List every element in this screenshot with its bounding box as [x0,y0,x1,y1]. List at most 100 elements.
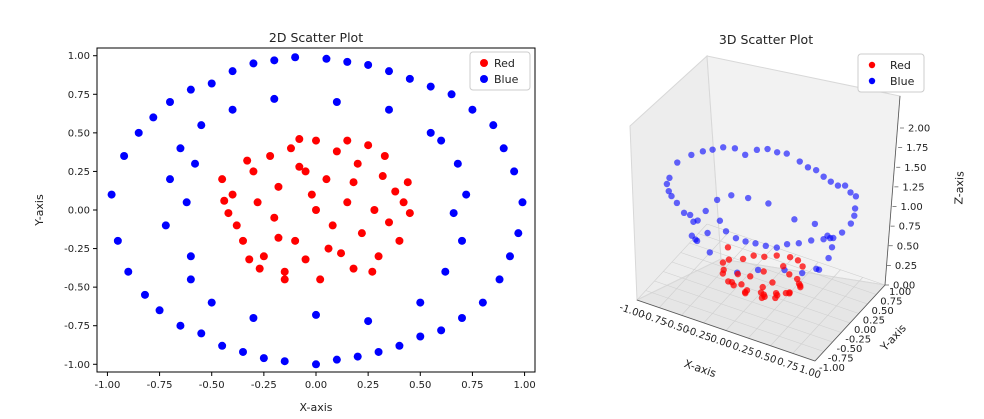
chart-3d-point-blue-54 [754,266,762,274]
chart-2d-point-red-42 [280,275,289,284]
chart-3d-point-blue-31 [847,220,855,227]
chart-3d-point-blue-21 [742,238,749,245]
chart-2d-ytick-label-0: -1.00 [64,360,90,371]
chart-2d-point-blue-57 [385,105,393,114]
chart-2d-point-blue-54 [312,310,320,319]
chart-3d-point-blue-66 [693,237,701,245]
chart-2d-point-blue-18 [270,56,279,65]
chart-2d-point-blue-44 [518,198,527,207]
chart-3d-point-blue-27 [808,237,815,244]
chart-2d-point-blue-50 [207,298,216,307]
chart-3d-point-red-8 [738,281,745,288]
chart-3d-grid-y-8 [706,223,886,286]
chart-3d-y-ticks: -1.00-0.75-0.50-0.250.000.250.500.751.00 [819,287,911,374]
chart-3d-point-red-9 [747,273,754,280]
chart-3d-point-red-3 [719,270,727,277]
chart-2d-point-red-47 [368,267,377,276]
chart-3d-point-blue-23 [762,242,769,250]
chart-2d-point-blue-26 [364,60,373,69]
chart-3d-grid-y-6 [689,242,868,305]
chart-3d-point-blue-14 [753,146,761,154]
chart-3d-ytick-label-1: -0.75 [828,354,854,365]
chart-2d-y-ticks: -1.00 -0.75 -0.50 -0.25 0.00 0.25 0.50 0.75 1.00 [64,51,97,371]
chart-2d-point-blue-56 [364,317,373,326]
chart-2d-point-red-46 [274,233,283,242]
chart-2d-point-blue-11 [197,329,206,338]
chart-2d-point-red-35 [224,209,233,218]
chart-2d-point-red-34 [405,209,414,218]
chart-2d-point-blue-49 [197,121,206,130]
chart-3d-point-blue-12 [742,151,749,159]
chart-3d-point-blue-45 [713,196,721,204]
chart-3d-point-blue-5 [665,187,672,195]
chart-2d-point-red-8 [270,213,279,222]
chart-3d-ytick-label-7: 0.75 [880,297,902,308]
chart-2d-point-blue-55 [332,98,341,106]
chart-2d-point-blue-17 [259,354,268,363]
chart-3d-ztick-label-8: 2.00 [908,124,930,135]
chart-3d-point-red-1 [725,256,733,263]
chart-3d-legend-label-red: Red [890,59,911,72]
chart-2d-point-blue-23 [332,355,341,364]
chart-2d-point-red-7 [266,152,275,160]
chart-2d-ytick-label-7: 0.75 [68,90,90,101]
chart-3d-point-blue-24 [773,244,780,251]
chart-2d-point-blue-2 [120,152,129,160]
chart-3d-point-blue-43 [702,207,709,215]
chart-3d-ytick-label-5: 0.25 [863,316,885,327]
chart-2d-point-red-14 [301,255,310,264]
chart-2d-point-red-23 [349,264,358,273]
chart-3d-xtick-label-6: 0.50 [753,349,778,367]
chart-3d-point-blue-3 [663,180,671,188]
chart-3d-x-axis-line [636,299,816,362]
chart-2d-point-red-38 [312,206,320,214]
chart-2d-point-red-27 [370,206,379,214]
chart-3d-point-red-17 [743,287,751,294]
chart-3d-point-red-34 [797,283,804,291]
chart-2d-point-blue-25 [353,352,362,361]
chart-3d-point-blue-51 [765,200,772,207]
chart-2d-point-blue-6 [149,113,158,122]
chart-3d-point-blue-8 [720,144,727,151]
chart-2d-point-blue-35 [458,314,466,322]
chart-2d-point-red-44 [245,255,254,264]
chart-2d-xtick-label-8: 1.00 [513,380,535,391]
chart-2d-point-red-30 [385,218,393,227]
chart-2d-point-red-2 [232,221,241,230]
chart-3d-ytick-label-0: -1.00 [819,363,845,374]
chart-3d-point-blue-11 [680,209,688,217]
chart-2d-point-blue-46 [161,221,170,230]
chart-2d-point-red-16 [312,136,320,145]
chart-3d-point-blue-33 [851,205,859,212]
chart-2d-point-blue-37 [478,298,487,307]
chart-2d-point-red-11 [286,144,295,153]
chart-2d-point-blue-58 [416,298,425,307]
chart-3d-point-blue-2 [688,151,695,159]
chart-2d-point-red-36 [243,156,252,165]
chart-3d-point-red-7 [750,252,757,259]
chart-3d-ytick-label-3: -0.25 [845,335,871,346]
chart-2d-point-red-22 [343,198,352,207]
chart-3d-point-blue-37 [834,182,842,189]
chart-3d-point-blue-19 [722,228,730,235]
chart-2d-xtick-label-5: 0.25 [357,380,379,391]
chart-3d-point-blue-9 [673,199,681,207]
chart-2d-point-red-4 [249,167,258,176]
chart-2d-points [107,53,527,369]
chart-2d-point-red-41 [343,136,352,145]
chart-3d-point-blue-40 [812,166,820,174]
chart-3d-point-blue-6 [709,146,716,153]
chart-2d-point-blue-40 [499,144,508,153]
chart-3d-point-red-38 [728,279,736,286]
chart-3d-point-red-4 [739,255,747,263]
chart-3d-point-red-26 [794,257,802,264]
chart-3d-legend-marker-blue [868,77,876,85]
chart-2d-point-red-28 [374,252,383,261]
chart-2d-point-red-15 [307,190,316,199]
chart-3d-point-blue-64 [716,217,724,224]
chart-2d-point-red-29 [378,172,387,181]
chart-3d-point-red-18 [769,279,776,286]
chart-3d-point-blue-17 [773,149,781,156]
chart-3d-ytick-label-2: -0.50 [837,344,863,355]
